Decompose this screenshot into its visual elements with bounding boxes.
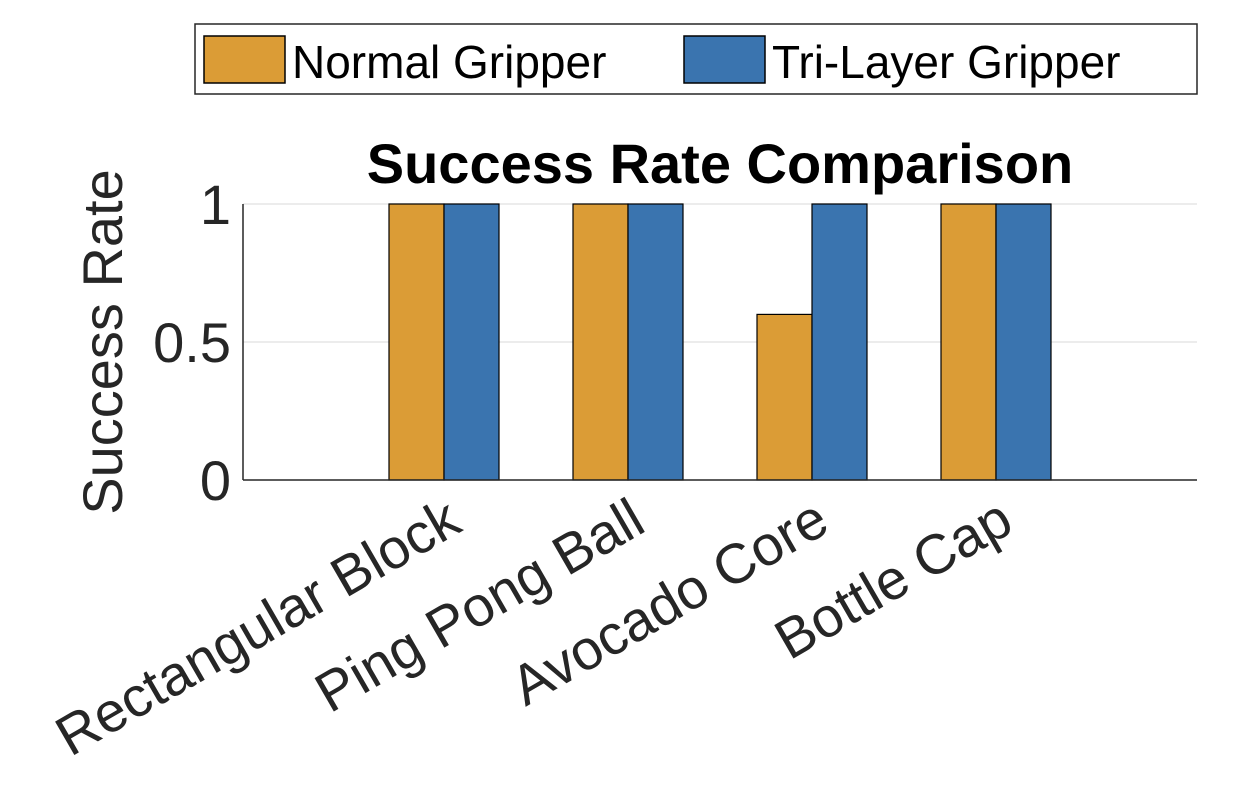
y-tick-label: 0.5 bbox=[153, 311, 231, 374]
y-axis-label: Success Rate bbox=[71, 169, 134, 515]
y-tick-label: 1 bbox=[200, 173, 231, 236]
bar-tri-layer-gripper-ping-pong-ball bbox=[627, 203, 684, 481]
x-tick-label: Avocado Core bbox=[500, 486, 838, 717]
bar-normal-gripper-ping-pong-ball bbox=[572, 203, 629, 481]
bar-normal-gripper-rectangular-block bbox=[388, 203, 445, 481]
legend-label-normal-gripper: Normal Gripper bbox=[292, 36, 606, 88]
chart-title: Success Rate Comparison bbox=[367, 132, 1073, 195]
bar-tri-layer-gripper-bottle-cap bbox=[995, 203, 1052, 481]
legend-swatch-normal-gripper bbox=[203, 35, 286, 84]
grid-lines bbox=[243, 203, 1197, 343]
y-tick-labels: 00.51 bbox=[153, 173, 231, 512]
bar-tri-layer-gripper-avocado-core bbox=[811, 203, 868, 481]
bar-tri-layer-gripper-rectangular-block bbox=[443, 203, 500, 481]
y-tick-label: 0 bbox=[200, 449, 231, 512]
legend: Normal Gripper Tri-Layer Gripper bbox=[194, 23, 1198, 95]
bar-normal-gripper-avocado-core bbox=[756, 313, 813, 481]
bar-normal-gripper-bottle-cap bbox=[940, 203, 997, 481]
bars bbox=[388, 203, 1052, 481]
legend-label-tri-layer-gripper: Tri-Layer Gripper bbox=[772, 36, 1120, 88]
axes bbox=[242, 204, 1197, 481]
legend-swatch-tri-layer-gripper bbox=[683, 35, 766, 84]
